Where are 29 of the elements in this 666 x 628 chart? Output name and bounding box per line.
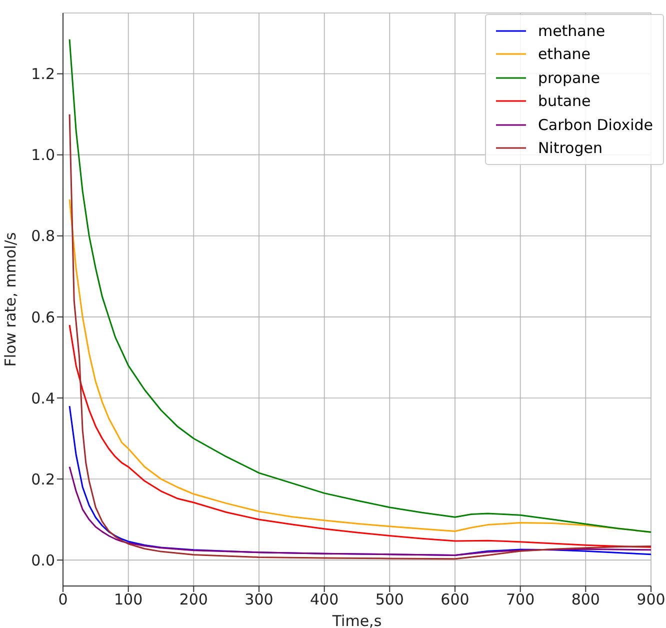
legend-label: butane [538,92,591,110]
y-tick-label: 0.0 [31,551,55,570]
line-series [68,324,651,548]
x-tick-label: 600 [440,590,470,609]
legend-label: ethane [538,45,590,64]
x-tick-label: 500 [375,590,404,609]
x-tick-label: 0 [58,590,68,609]
legend-label: Nitrogen [538,139,602,158]
x-tick-label: 300 [244,590,274,609]
x-tick-label: 900 [636,590,666,609]
y-tick-label: 0.8 [31,227,55,246]
x-tick-label: 400 [310,590,339,609]
legend-label: Carbon Dioxide [538,116,653,134]
x-tick-label: 700 [506,590,535,609]
y-tick-label: 1.2 [31,65,55,84]
line-series [68,114,651,560]
y-axis-title: Flow rate, mmol/s [1,232,20,367]
x-axis-title: Time,s [331,612,382,628]
x-tick-label: 100 [114,590,143,609]
line-series [68,466,651,556]
y-tick-label: 0.4 [31,389,55,408]
x-tick-label: 800 [571,590,600,609]
legend-label: propane [538,68,600,87]
legend-label: methane [538,22,606,40]
line-series [68,38,651,533]
y-tick-label: 0.2 [31,470,55,488]
y-tick-label: 1.0 [31,146,55,164]
x-tick-label: 200 [179,590,208,609]
y-tick-label: 0.6 [31,308,55,326]
